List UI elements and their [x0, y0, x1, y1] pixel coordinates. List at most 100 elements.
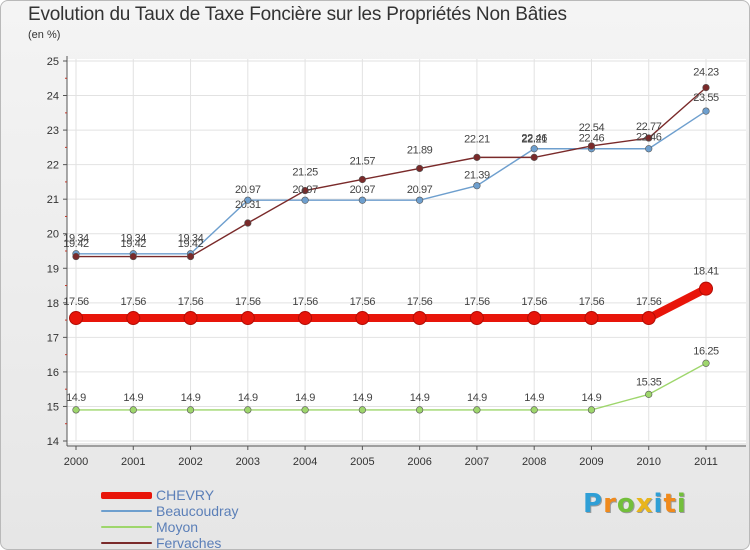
data-label: 16.25 — [693, 345, 719, 357]
data-point — [702, 107, 710, 115]
data-point — [416, 406, 424, 414]
data-label: 14.9 — [352, 392, 372, 404]
y-tick-label: 17 — [47, 332, 59, 344]
x-tick-label: 2011 — [694, 456, 718, 468]
logo-letter: P — [583, 489, 604, 519]
data-label: 21.25 — [292, 167, 318, 179]
x-tick-label: 2003 — [236, 456, 260, 468]
plot-area — [67, 59, 746, 443]
y-tick-label: 20 — [47, 229, 59, 241]
x-tick-label: 2007 — [465, 456, 489, 468]
x-tick-label: 2006 — [407, 456, 431, 468]
logo-letter: i — [653, 489, 664, 519]
data-label: 17.56 — [121, 296, 147, 308]
series-moyon — [72, 359, 710, 414]
data-point — [527, 311, 542, 326]
x-tick-label: 2004 — [293, 456, 317, 468]
data-point — [186, 406, 195, 414]
x-tick-label: 2009 — [579, 456, 603, 468]
logo-letter: r — [603, 489, 617, 519]
y-tick-label: 21 — [47, 194, 59, 206]
unit-label: (en %) — [28, 29, 61, 41]
x-tick-label: 2000 — [64, 456, 88, 468]
data-point — [126, 311, 141, 326]
data-point — [358, 175, 366, 184]
data-label: 22.46 — [636, 132, 662, 144]
data-label: 19.42 — [63, 238, 89, 250]
data-label: 17.56 — [407, 296, 433, 308]
data-label: 20.97 — [292, 184, 318, 196]
data-point — [473, 153, 481, 161]
data-label: 17.56 — [235, 296, 261, 308]
data-point — [72, 406, 80, 414]
data-point — [240, 311, 255, 326]
data-point — [584, 311, 599, 326]
data-label: 22.21 — [464, 133, 490, 145]
data-label: 19.34 — [178, 233, 204, 245]
data-label: 14.9 — [66, 392, 86, 404]
data-point — [530, 406, 538, 414]
proxiti-logo: Proxiti — [583, 489, 687, 519]
legend-label: CHEVRY — [156, 487, 215, 503]
data-label: 17.56 — [579, 296, 605, 308]
data-point — [129, 406, 137, 414]
data-point — [301, 186, 309, 195]
logo-letter: t — [663, 489, 677, 519]
data-label: 23.55 — [693, 92, 719, 104]
data-label: 19.42 — [178, 238, 204, 250]
data-label: 14.9 — [582, 392, 602, 404]
data-point — [416, 196, 424, 204]
data-label: 18.41 — [693, 266, 719, 278]
series-line-beaucoudray — [76, 110, 707, 255]
data-label: 14.9 — [524, 392, 544, 404]
data-point — [183, 311, 198, 326]
logo-letter: o — [616, 489, 636, 519]
data-point — [129, 252, 137, 261]
data-point — [702, 359, 710, 367]
data-point — [301, 406, 309, 414]
data-point — [473, 406, 481, 414]
data-point — [69, 311, 83, 326]
data-label: 17.56 — [292, 296, 318, 308]
data-point — [244, 406, 252, 414]
logo-letter: i — [676, 489, 687, 519]
legend-label: Beaucoudray — [156, 503, 239, 519]
data-label: 17.56 — [63, 296, 89, 308]
data-label: 21.39 — [464, 170, 490, 182]
data-point — [416, 164, 424, 173]
data-point — [412, 311, 427, 326]
x-tick-label: 2005 — [350, 456, 374, 468]
data-point — [641, 311, 656, 326]
data-label: 17.56 — [636, 296, 662, 308]
series-line-moyon — [76, 362, 707, 411]
data-point — [645, 390, 653, 398]
y-tick-label: 22 — [47, 160, 59, 172]
y-tick-label: 18 — [47, 298, 59, 310]
data-point — [645, 145, 653, 153]
y-tick-label: 14 — [47, 436, 59, 448]
legend-label: Moyon — [156, 519, 199, 535]
data-point — [587, 406, 596, 414]
data-label: 14.9 — [467, 392, 487, 404]
data-point — [702, 83, 710, 92]
legend-swatch — [101, 542, 152, 544]
data-label: 21.89 — [407, 144, 433, 156]
y-tick-label: 23 — [47, 125, 59, 137]
logo-letter: x — [635, 489, 654, 519]
data-point — [469, 311, 484, 326]
data-label: 19.34 — [63, 233, 89, 245]
data-point — [355, 311, 370, 326]
data-label: 19.42 — [121, 238, 147, 250]
legend-swatch — [101, 510, 152, 512]
x-tick-label: 2001 — [121, 456, 145, 468]
data-point — [645, 134, 653, 142]
data-label: 17.56 — [464, 296, 490, 308]
data-point — [186, 252, 195, 261]
data-label: 14.9 — [181, 392, 201, 404]
data-label: 22.54 — [579, 122, 605, 134]
series-line-fervaches — [76, 87, 707, 258]
legend-label: Fervaches — [156, 535, 222, 550]
data-label: 22.46 — [579, 133, 605, 145]
